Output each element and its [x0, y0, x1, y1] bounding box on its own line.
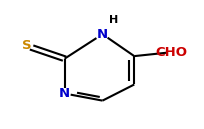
Text: N: N — [96, 28, 108, 41]
Text: H: H — [109, 15, 118, 25]
Text: N: N — [59, 87, 70, 100]
Text: CHO: CHO — [154, 46, 186, 59]
Text: S: S — [22, 39, 31, 52]
